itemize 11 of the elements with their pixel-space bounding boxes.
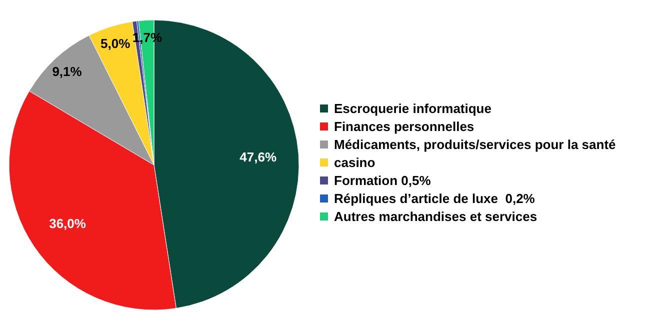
data-label: 5,0%: [100, 36, 131, 51]
legend-label: Médicaments, produits/services pour la santé: [334, 137, 616, 152]
legend-label: casino: [334, 155, 376, 170]
data-label: 9,1%: [52, 64, 82, 80]
legend-label: Autres marchandises et services: [334, 209, 538, 224]
legend-label: Finances personnelles: [334, 119, 474, 134]
legend-label: Escroquerie informatique: [334, 101, 492, 116]
legend-label: Formation 0,5%: [334, 173, 432, 188]
legend-label: Répliques d’article de luxe 0,2%: [334, 191, 536, 206]
data-label: 36,0%: [49, 216, 86, 231]
data-label: 47,6%: [240, 149, 277, 164]
